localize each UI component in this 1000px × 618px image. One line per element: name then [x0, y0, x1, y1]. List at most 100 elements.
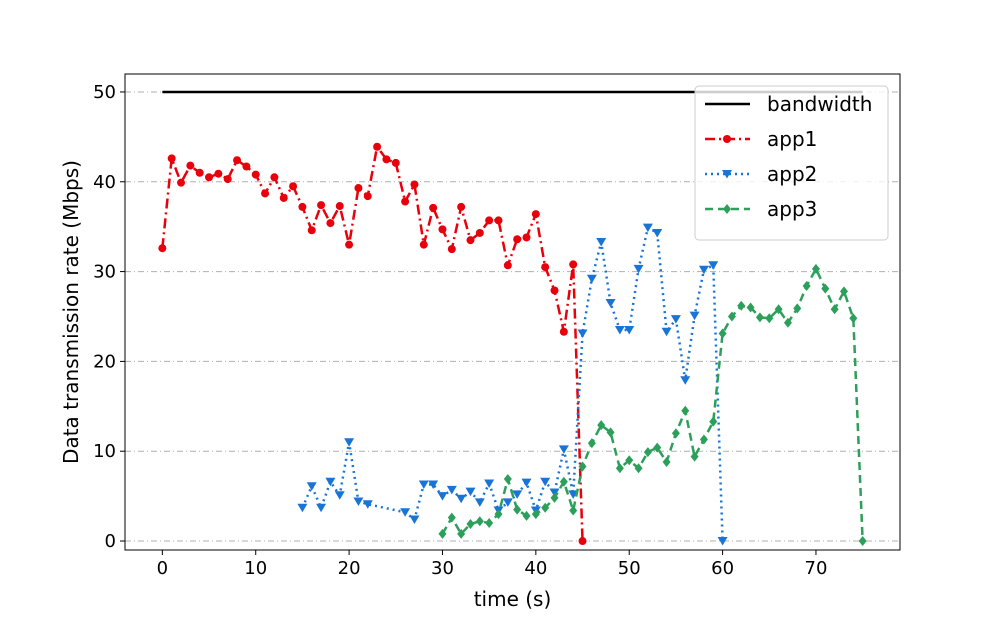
data-point — [326, 219, 335, 228]
data-point — [418, 480, 429, 489]
data-point — [605, 299, 616, 308]
data-point — [494, 216, 503, 225]
data-point — [568, 490, 579, 499]
y-tick-label: 30 — [93, 262, 116, 283]
data-point — [513, 504, 522, 515]
x-tick-label: 0 — [157, 558, 168, 579]
data-point — [615, 463, 624, 474]
data-point — [690, 451, 699, 462]
data-point — [670, 315, 681, 324]
data-point — [335, 202, 344, 211]
data-point — [708, 261, 719, 270]
data-point — [512, 490, 523, 499]
data-point — [723, 204, 731, 214]
data-point — [382, 155, 391, 164]
data-point — [513, 235, 522, 244]
data-point — [186, 161, 195, 170]
data-series — [158, 90, 867, 547]
data-point — [559, 476, 568, 487]
legend-label-bandwidth: bandwidth — [767, 92, 872, 116]
data-point — [717, 537, 728, 546]
data-point — [485, 518, 494, 529]
y-tick-label: 20 — [93, 351, 116, 372]
data-point — [307, 226, 316, 235]
data-point — [475, 228, 484, 237]
x-tick-label: 40 — [524, 558, 547, 579]
data-point — [401, 197, 410, 206]
data-point — [214, 169, 223, 178]
data-point — [521, 478, 532, 488]
data-point — [279, 193, 288, 202]
x-tick-label: 60 — [711, 558, 734, 579]
data-point — [653, 442, 662, 453]
data-point — [457, 202, 466, 211]
data-point — [643, 447, 652, 458]
data-point — [494, 509, 503, 520]
data-point — [223, 175, 232, 184]
data-point — [722, 170, 732, 179]
data-point — [858, 536, 867, 547]
data-point — [558, 445, 569, 454]
y-tick-label: 40 — [93, 172, 116, 193]
data-point — [830, 304, 839, 315]
data-point — [839, 286, 848, 297]
data-point — [297, 503, 308, 513]
data-point — [391, 158, 400, 167]
data-point — [261, 189, 270, 198]
data-point — [578, 461, 587, 472]
y-tick-label: 10 — [93, 441, 116, 462]
data-point — [614, 325, 625, 335]
data-point — [466, 236, 475, 245]
data-point — [475, 516, 484, 527]
data-point — [849, 313, 858, 324]
data-point — [681, 405, 690, 416]
data-point — [793, 303, 802, 314]
data-point — [400, 508, 411, 517]
data-point — [446, 485, 457, 495]
x-tick-label: 30 — [431, 558, 454, 579]
data-point — [158, 244, 167, 253]
data-point — [596, 237, 607, 247]
data-point — [167, 154, 176, 163]
data-point — [709, 416, 718, 427]
data-point — [689, 311, 700, 321]
x-tick-label: 50 — [618, 558, 641, 579]
data-point — [550, 492, 559, 503]
data-point — [662, 456, 671, 467]
data-point — [205, 173, 214, 182]
data-point — [410, 180, 419, 189]
data-point — [652, 228, 663, 238]
data-point — [429, 203, 438, 212]
data-point — [727, 311, 736, 322]
data-point — [699, 434, 708, 445]
data-point — [457, 528, 466, 539]
plot-frame — [124, 73, 901, 551]
data-point — [354, 184, 363, 193]
data-point — [447, 245, 456, 254]
data-point — [698, 265, 709, 275]
data-point — [325, 477, 336, 487]
data-point — [559, 327, 568, 336]
data-point — [569, 260, 578, 269]
data-point — [251, 170, 260, 179]
data-point — [474, 498, 485, 507]
data-point — [242, 162, 251, 171]
data-point — [466, 518, 475, 529]
data-point — [502, 498, 513, 507]
series-app3 — [438, 263, 867, 547]
data-point — [606, 427, 615, 438]
data-point — [289, 182, 298, 191]
data-point — [765, 313, 774, 324]
y-axis-title: Data transmission rate (Mbps) — [59, 160, 83, 464]
data-point — [625, 455, 634, 466]
legend-label-app1: app1 — [767, 127, 817, 151]
data-point — [419, 240, 428, 249]
data-point — [737, 300, 746, 311]
x-tick-label: 10 — [244, 558, 267, 579]
data-point — [465, 487, 476, 497]
data-point — [718, 328, 727, 339]
data-point — [541, 263, 550, 272]
data-point — [577, 329, 588, 339]
legend: bandwidth app1 app2 app3 — [694, 85, 889, 241]
data-point — [334, 491, 345, 500]
